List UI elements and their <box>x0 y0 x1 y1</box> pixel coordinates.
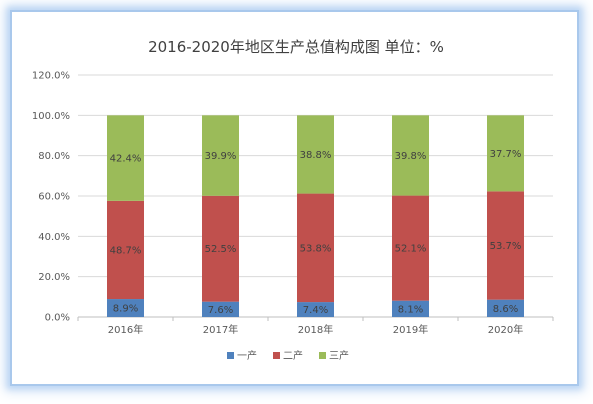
y-tick-label: 40.0% <box>38 232 70 243</box>
bar-segment <box>107 115 144 201</box>
y-tick-label: 100.0% <box>32 111 70 122</box>
chart-title: 2016-2020年地区生产总值构成图 单位：% <box>148 38 444 56</box>
bar-segment <box>297 302 334 317</box>
data-label: 39.8% <box>395 151 427 162</box>
legend-label: 二产 <box>283 349 303 362</box>
y-tick-label: 120.0% <box>32 71 70 82</box>
data-label: 8.9% <box>113 304 138 315</box>
legend-swatch <box>319 352 326 359</box>
bar-segment <box>392 115 429 196</box>
data-label: 8.6% <box>493 304 518 315</box>
y-tick-label: 20.0% <box>38 272 70 283</box>
bar-segment <box>297 115 334 194</box>
bar-segment <box>392 195 429 301</box>
data-label: 8.1% <box>398 304 423 315</box>
legend: 一产 二产 三产 <box>227 349 349 362</box>
bar-segment <box>202 115 239 196</box>
data-label: 52.5% <box>205 244 237 255</box>
bar-segment <box>487 191 524 300</box>
data-label: 37.7% <box>490 149 522 160</box>
data-label: 53.7% <box>490 241 522 252</box>
data-label: 42.4% <box>110 154 142 165</box>
data-label: 7.4% <box>303 305 328 316</box>
y-axis: 0.0% 20.0% 40.0% 60.0% 80.0% 100.0% 120.0% <box>32 71 70 324</box>
bar-segment <box>202 195 239 302</box>
bar-segment <box>107 299 144 317</box>
x-tick-label: 2020年 <box>488 323 523 336</box>
chart-frame <box>10 10 579 386</box>
legend-label: 三产 <box>329 349 349 362</box>
data-label: 53.8% <box>300 243 332 254</box>
data-label: 38.8% <box>300 150 332 161</box>
bar-segment <box>487 115 524 192</box>
bar-segment <box>487 299 524 317</box>
legend-label: 一产 <box>237 349 257 362</box>
bar-segment <box>202 301 239 317</box>
legend-swatch <box>227 352 234 359</box>
x-tick-label: 2017年 <box>203 323 238 336</box>
data-label: 39.9% <box>205 151 237 162</box>
x-tick-label: 2016年 <box>108 323 143 336</box>
x-tick-label: 2019年 <box>393 323 428 336</box>
y-tick-label: 0.0% <box>45 313 70 324</box>
bar-segment <box>297 193 334 303</box>
data-label: 48.7% <box>110 245 142 256</box>
y-tick-label: 80.0% <box>38 151 70 162</box>
x-axis: 2016年 2017年 2018年 2019年 2020年 <box>77 317 554 336</box>
y-tick-label: 60.0% <box>38 192 70 203</box>
data-label: 52.1% <box>395 244 427 255</box>
data-label: 7.6% <box>208 305 233 316</box>
bar-segment <box>107 200 144 300</box>
bar-segment <box>392 300 429 317</box>
bars: 8.9% 48.7% 42.4% 7.6% 52.5% 39.9% 7.4% 53.8% 38.… <box>107 115 524 317</box>
legend-swatch <box>273 352 280 359</box>
x-tick-label: 2018年 <box>298 323 333 336</box>
